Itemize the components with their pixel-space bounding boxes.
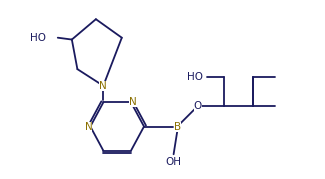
Text: N: N bbox=[129, 97, 137, 107]
Text: OH: OH bbox=[166, 157, 182, 167]
Text: HO: HO bbox=[187, 72, 203, 82]
Text: HO: HO bbox=[30, 33, 46, 43]
Text: O: O bbox=[193, 101, 202, 111]
Text: B: B bbox=[174, 122, 181, 132]
Text: N: N bbox=[84, 122, 92, 132]
Text: N: N bbox=[99, 81, 107, 91]
